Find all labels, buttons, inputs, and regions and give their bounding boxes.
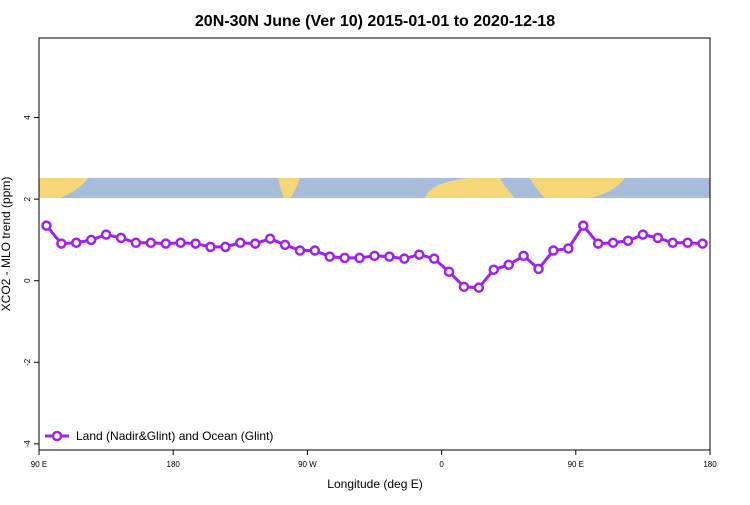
data-point [399,253,410,264]
x-tick-label: 90 W [298,460,317,469]
data-point [548,245,559,256]
data-point [682,237,693,249]
x-tick-label: 90 E [568,460,584,469]
legend-marker [51,430,63,442]
data-point [175,237,186,249]
data-point [264,233,276,244]
y-tick-label: 4 [23,115,32,120]
y-tick-label: -4 [23,440,32,448]
data-point [428,253,440,264]
data-point [384,251,395,262]
data-point [235,237,246,249]
legend-label: Land (Nadir&Glint) and Ocean (Glint) [76,429,273,443]
data-point [354,252,365,264]
data-point [622,235,634,246]
data-point [413,249,425,260]
data-point [294,245,306,256]
x-tick-label: 180 [703,460,717,469]
data-point [160,238,171,249]
data-point [220,241,231,253]
data-point [563,243,574,254]
data-point [369,250,380,262]
data-point [667,237,678,249]
x-tick-label: 90 E [31,460,47,469]
data-point [309,245,321,256]
data-point [205,241,216,253]
data-point [145,237,157,249]
data-point [458,281,470,293]
y-tick-label: 0 [23,278,32,283]
data-point [518,250,529,262]
data-point [637,229,649,240]
y-axis-label: XCO2 - MLO trend (ppm) [0,177,13,312]
data-point [697,238,708,249]
data-point [115,232,127,244]
y-tick-label: -2 [23,358,32,366]
data-point [473,282,485,293]
plot-frame [38,37,711,451]
x-tick-label: 0 [439,460,444,469]
data-point [190,238,201,249]
data-point [533,263,544,275]
data-point [324,251,336,262]
data-point [41,220,52,231]
data-point [339,252,350,264]
data-point [56,238,67,249]
data-point [249,238,261,249]
data-point [652,232,664,244]
data-point [279,239,291,251]
x-axis-label: Longitude (deg E) [327,477,422,491]
data-point [592,238,604,249]
data-point [607,237,619,249]
data-point [443,266,455,277]
chart-title: 20N-30N June (Ver 10) 2015-01-01 to 2020… [195,13,555,30]
data-point [100,229,112,240]
data-point [578,220,589,231]
data-point [71,237,82,249]
map-band [39,178,710,198]
data-point [488,264,500,275]
data-point [503,259,514,271]
data-point [130,237,142,249]
data-point [85,234,97,246]
y-tick-label: 2 [23,196,32,201]
x-tick-label: 180 [167,460,181,469]
